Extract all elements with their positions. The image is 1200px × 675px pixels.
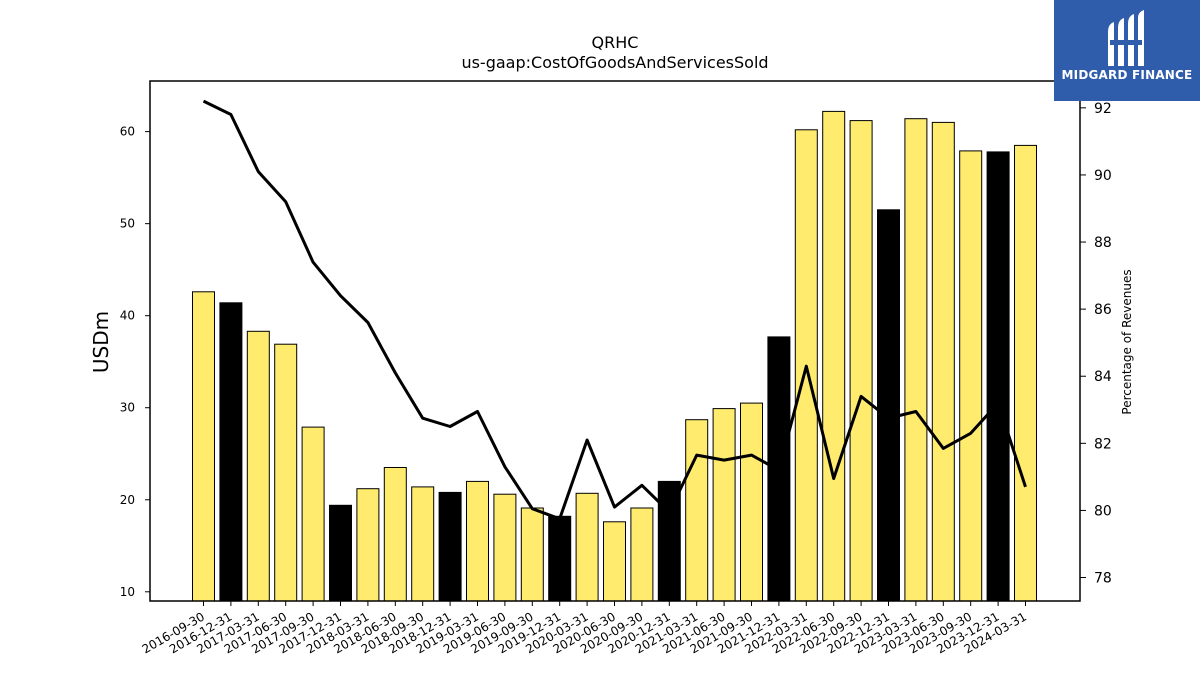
y-tick-label-right: 84	[1094, 369, 1112, 385]
y-tick-label-left: 10	[120, 585, 135, 599]
y-tick-label-right: 92	[1094, 101, 1112, 117]
bar	[603, 521, 626, 602]
bar	[383, 467, 407, 602]
midgard-logo-icon	[1108, 10, 1144, 66]
y-axis-label-right: Percentage of Revenues	[1120, 269, 1134, 414]
bar	[904, 118, 928, 602]
bar	[548, 515, 572, 602]
bar	[740, 402, 763, 602]
y-tick-label-left: 20	[120, 493, 135, 507]
bar	[411, 486, 435, 602]
y-tick-label-right: 90	[1094, 168, 1112, 184]
y-tick-label-right: 82	[1094, 436, 1112, 452]
line-series	[202, 99, 1027, 521]
chart-title: QRHC	[592, 33, 639, 52]
y-tick-label-left: 60	[120, 125, 135, 139]
bar	[356, 488, 380, 602]
bar	[931, 121, 955, 602]
bar	[877, 209, 900, 602]
bar	[219, 302, 243, 602]
plot-area: 10203040506078808284868890922016-09-3020…	[120, 80, 1112, 656]
bar	[630, 507, 654, 602]
bar	[1014, 144, 1037, 602]
bar	[301, 426, 325, 602]
chart-subtitle: us-gaap:CostOfGoodsAndServicesSold	[461, 53, 768, 72]
y-tick-label-left: 30	[120, 401, 135, 415]
bar	[274, 343, 298, 602]
bar	[822, 110, 846, 602]
bar	[466, 480, 489, 602]
y-tick-label-right: 80	[1094, 503, 1112, 519]
brand-logo: MIDGARD FINANCE	[1054, 0, 1200, 101]
brand-name: MIDGARD FINANCE	[1061, 68, 1193, 82]
bar	[712, 408, 736, 602]
bar	[575, 492, 599, 602]
y-axis-label-left: USDm	[89, 311, 113, 373]
bar	[329, 504, 352, 602]
bar	[520, 507, 544, 602]
y-tick-label-left: 50	[120, 217, 135, 231]
bar	[438, 491, 462, 602]
bar	[986, 151, 1010, 602]
bar	[246, 330, 270, 602]
y-tick-label-left: 40	[120, 309, 135, 323]
y-tick-label-right: 78	[1094, 571, 1112, 587]
bar	[959, 150, 983, 602]
bar	[849, 120, 873, 602]
bar	[685, 419, 709, 602]
bar	[192, 291, 215, 602]
y-tick-label-right: 86	[1094, 302, 1112, 318]
y-tick-label-right: 88	[1094, 235, 1112, 251]
bar	[493, 493, 517, 602]
